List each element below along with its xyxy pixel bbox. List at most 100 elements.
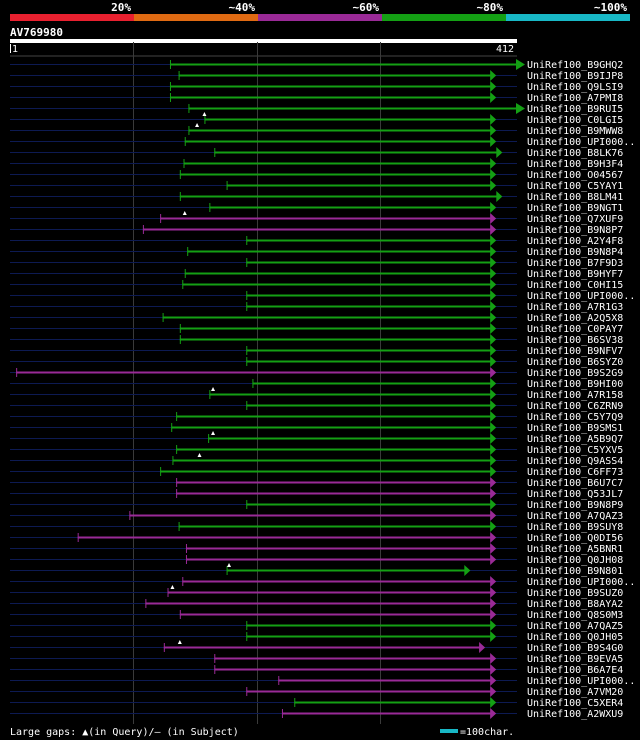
hit-row[interactable]: UniRef100_C5XER4 — [10, 697, 623, 709]
hit-row[interactable]: UniRef100_B9NGT1 — [10, 202, 623, 214]
hit-label[interactable]: UniRef100_B9NFV7 — [527, 346, 623, 357]
hit-row[interactable]: UniRef100_B8AYA2 — [10, 598, 623, 610]
hit-label[interactable]: UniRef100_UPI000.. — [527, 291, 635, 302]
hit-row[interactable]: UniRef100_B9H3F4 — [10, 158, 623, 170]
hit-row[interactable]: UniRef100_Q7XUF9 — [10, 211, 623, 225]
hit-label[interactable]: UniRef100_C5YAY1 — [527, 181, 623, 192]
hit-row[interactable]: UniRef100_B9N8P9 — [10, 499, 623, 511]
hit-label[interactable]: UniRef100_Q53JL7 — [527, 489, 623, 500]
hit-row[interactable]: UniRef100_B6A7E4 — [10, 664, 623, 676]
hit-row[interactable]: UniRef100_A2WXU9 — [10, 708, 623, 720]
hit-row[interactable]: UniRef100_B9S2G9 — [10, 367, 623, 379]
hit-row[interactable]: UniRef100_Q0JH08 — [10, 554, 623, 566]
hit-row[interactable]: UniRef100_C0LGI5 — [10, 112, 623, 126]
hit-row[interactable]: UniRef100_C5YXV5 — [10, 444, 623, 456]
hit-label[interactable]: UniRef100_B9N8P9 — [527, 500, 623, 511]
hit-row[interactable]: UniRef100_Q0DI56 — [10, 532, 623, 544]
hit-row[interactable]: UniRef100_Q9ASS4 — [10, 453, 623, 467]
hit-label[interactable]: UniRef100_C0HI15 — [527, 280, 623, 291]
hit-row[interactable]: UniRef100_B6SV38 — [10, 334, 623, 346]
hit-row[interactable]: UniRef100_B9GHQ2 — [10, 59, 623, 71]
hit-row[interactable]: UniRef100_B9NFV7 — [10, 345, 623, 357]
hit-label[interactable]: UniRef100_A5B9Q7 — [527, 434, 623, 445]
hit-label[interactable]: UniRef100_A7QAZ5 — [527, 621, 623, 632]
hit-row[interactable]: UniRef100_UPI000.. — [10, 675, 635, 687]
hit-row[interactable]: UniRef100_B8LM41 — [10, 191, 623, 203]
hit-row[interactable]: UniRef100_B6U7C7 — [10, 477, 623, 489]
hit-label[interactable]: UniRef100_C5XER4 — [527, 698, 623, 709]
hit-row[interactable]: UniRef100_B9IJP8 — [10, 70, 623, 82]
hit-label[interactable]: UniRef100_B6A7E4 — [527, 665, 623, 676]
hit-row[interactable]: UniRef100_A7R1G3 — [10, 301, 623, 313]
hit-label[interactable]: UniRef100_B9GHQ2 — [527, 60, 623, 71]
hit-row[interactable]: UniRef100_Q9LSI9 — [10, 81, 623, 93]
hit-row[interactable]: UniRef100_B9N8P4 — [10, 246, 623, 258]
hit-label[interactable]: UniRef100_A5BNR1 — [527, 544, 623, 555]
hit-label[interactable]: UniRef100_C6FF73 — [527, 467, 623, 478]
hit-row[interactable]: UniRef100_B9N8P7 — [10, 224, 623, 236]
hit-row[interactable]: UniRef100_C0HI15 — [10, 279, 623, 291]
hit-row[interactable]: UniRef100_B8LK76 — [10, 147, 623, 159]
hit-label[interactable]: UniRef100_UPI000.. — [527, 577, 635, 588]
hit-label[interactable]: UniRef100_B6SYZ0 — [527, 357, 623, 368]
hit-label[interactable]: UniRef100_B9N8P4 — [527, 247, 623, 258]
hit-row[interactable]: UniRef100_B9N801 — [10, 563, 623, 577]
hit-label[interactable]: UniRef100_B9N801 — [527, 566, 623, 577]
hit-label[interactable]: UniRef100_A7PMI8 — [527, 93, 623, 104]
hit-label[interactable]: UniRef100_B9H3F4 — [527, 159, 623, 170]
hit-label[interactable]: UniRef100_A7QAZ3 — [527, 511, 623, 522]
hit-label[interactable]: UniRef100_B9SMS1 — [527, 423, 623, 434]
hit-label[interactable]: UniRef100_A2Y4F8 — [527, 236, 623, 247]
hit-row[interactable]: UniRef100_A7VM20 — [10, 686, 623, 698]
hit-row[interactable]: UniRef100_UPI000.. — [10, 290, 635, 302]
hit-label[interactable]: UniRef100_Q9LSI9 — [527, 82, 623, 93]
hit-row[interactable]: UniRef100_B9EVA5 — [10, 653, 623, 665]
hit-row[interactable]: UniRef100_A7QAZ3 — [10, 510, 623, 522]
hit-label[interactable]: UniRef100_Q8S0M3 — [527, 610, 623, 621]
hit-row[interactable]: UniRef100_B9S4G0 — [10, 640, 623, 654]
hit-label[interactable]: UniRef100_UPI000.. — [527, 676, 635, 687]
hit-label[interactable]: UniRef100_B6SV38 — [527, 335, 623, 346]
hit-label[interactable]: UniRef100_A7R158 — [527, 390, 623, 401]
hit-label[interactable]: UniRef100_B7F9D3 — [527, 258, 623, 269]
hit-label[interactable]: UniRef100_B9RUI5 — [527, 104, 623, 115]
hit-row[interactable]: UniRef100_B9SMS1 — [10, 422, 623, 434]
hit-label[interactable]: UniRef100_B6U7C7 — [527, 478, 623, 489]
hit-label[interactable]: UniRef100_B9SUY8 — [527, 522, 623, 533]
hit-row[interactable]: UniRef100_C6ZRN9 — [10, 400, 623, 412]
hit-label[interactable]: UniRef100_C5YXV5 — [527, 445, 623, 456]
hit-label[interactable]: UniRef100_C6ZRN9 — [527, 401, 623, 412]
hit-row[interactable]: UniRef100_B9MWW8 — [10, 123, 623, 137]
hit-label[interactable]: UniRef100_B9EVA5 — [527, 654, 623, 665]
hit-row[interactable]: UniRef100_C6FF73 — [10, 466, 623, 478]
hit-row[interactable]: UniRef100_O04567 — [10, 169, 623, 181]
hit-label[interactable]: UniRef100_Q9ASS4 — [527, 456, 623, 467]
hit-label[interactable]: UniRef100_B9S4G0 — [527, 643, 623, 654]
hit-row[interactable]: UniRef100_UPI000.. — [10, 576, 635, 588]
hit-label[interactable]: UniRef100_B8AYA2 — [527, 599, 623, 610]
hit-row[interactable]: UniRef100_A7R158 — [10, 387, 623, 401]
hit-row[interactable]: UniRef100_A5BNR1 — [10, 543, 623, 555]
hit-label[interactable]: UniRef100_B9IJP8 — [527, 71, 623, 82]
hit-label[interactable]: UniRef100_A7R1G3 — [527, 302, 623, 313]
hit-label[interactable]: UniRef100_C0PAY7 — [527, 324, 623, 335]
hit-row[interactable]: UniRef100_A2Y4F8 — [10, 235, 623, 247]
hit-label[interactable]: UniRef100_B9MWW8 — [527, 126, 623, 137]
hit-label[interactable]: UniRef100_B9SUZ0 — [527, 588, 623, 599]
hit-row[interactable]: UniRef100_Q53JL7 — [10, 488, 623, 500]
hit-row[interactable]: UniRef100_C0PAY7 — [10, 323, 623, 335]
hit-row[interactable]: UniRef100_A7QAZ5 — [10, 620, 623, 632]
hit-row[interactable]: UniRef100_B9SUY8 — [10, 521, 623, 533]
hit-row[interactable]: UniRef100_UPI000.. — [10, 136, 635, 148]
hit-row[interactable]: UniRef100_A5B9Q7 — [10, 431, 623, 445]
hit-label[interactable]: UniRef100_UPI000.. — [527, 137, 635, 148]
hit-label[interactable]: UniRef100_B9S2G9 — [527, 368, 623, 379]
hit-row[interactable]: UniRef100_A2Q5X8 — [10, 312, 623, 324]
hit-label[interactable]: UniRef100_A2Q5X8 — [527, 313, 623, 324]
hit-row[interactable]: UniRef100_B9RUI5 — [10, 103, 623, 115]
hit-label[interactable]: UniRef100_Q7XUF9 — [527, 214, 623, 225]
hit-row[interactable]: UniRef100_C5Y7Q9 — [10, 411, 623, 423]
hit-label[interactable]: UniRef100_Q0DI56 — [527, 533, 623, 544]
hit-row[interactable]: UniRef100_A7PMI8 — [10, 92, 623, 104]
hit-label[interactable]: UniRef100_O04567 — [527, 170, 623, 181]
